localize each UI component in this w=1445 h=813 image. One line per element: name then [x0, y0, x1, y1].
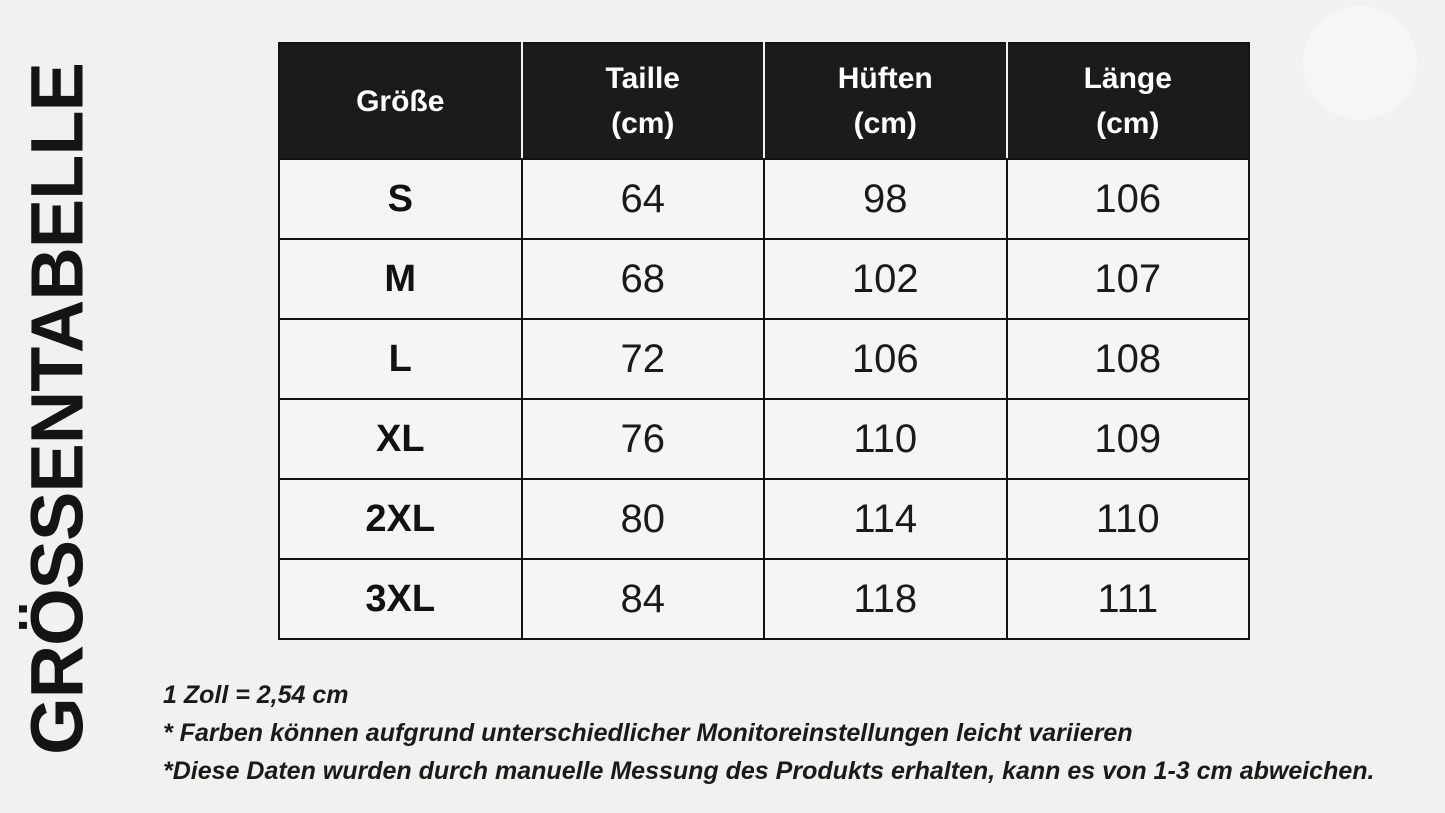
hueften-value: 118 — [763, 558, 1008, 640]
laenge-value: 110 — [1005, 478, 1250, 560]
column-header-hueften: Hüften (cm) — [763, 42, 1008, 160]
decorative-circle — [1303, 6, 1417, 120]
note-inch-conversion: 1 Zoll = 2,54 cm — [163, 681, 349, 709]
header-row: Größe Taille (cm) Hüften (cm) Länge (cm) — [278, 42, 1250, 160]
size-label: XL — [278, 398, 523, 480]
hueften-value: 98 — [763, 158, 1008, 240]
laenge-value: 108 — [1005, 318, 1250, 400]
size-label: 2XL — [278, 478, 523, 560]
taille-value: 68 — [520, 238, 765, 320]
taille-value: 72 — [520, 318, 765, 400]
column-header-laenge: Länge (cm) — [1005, 42, 1250, 160]
table-row-xl: XL 76 110 109 — [278, 398, 1250, 480]
column-header-groesse: Größe — [278, 42, 523, 160]
size-table: Größe Taille (cm) Hüften (cm) Länge (cm)… — [278, 42, 1250, 640]
taille-value: 84 — [520, 558, 765, 640]
hueften-value: 106 — [763, 318, 1008, 400]
size-label: L — [278, 318, 523, 400]
size-label: S — [278, 158, 523, 240]
table-row-s: S 64 98 106 — [278, 158, 1250, 240]
laenge-value: 106 — [1005, 158, 1250, 240]
note-color-disclaimer: * Farben können aufgrund unterschiedlich… — [163, 719, 1133, 747]
laenge-value: 107 — [1005, 238, 1250, 320]
hueften-value: 110 — [763, 398, 1008, 480]
taille-value: 80 — [520, 478, 765, 560]
table-row-2xl: 2XL 80 114 110 — [278, 478, 1250, 560]
taille-value: 64 — [520, 158, 765, 240]
laenge-value: 109 — [1005, 398, 1250, 480]
page-title: GRÖSSENTABELLE — [15, 63, 99, 755]
size-table-header: Größe Taille (cm) Hüften (cm) Länge (cm) — [278, 42, 1250, 160]
footnotes: 1 Zoll = 2,54 cm * Farben können aufgrun… — [163, 676, 1403, 790]
size-table-body: S 64 98 106 M 68 102 107 L 72 106 108 XL… — [278, 158, 1250, 640]
size-label: 3XL — [278, 558, 523, 640]
hueften-value: 102 — [763, 238, 1008, 320]
column-header-taille: Taille (cm) — [520, 42, 765, 160]
taille-value: 76 — [520, 398, 765, 480]
note-measurement-disclaimer: *Diese Daten wurden durch manuelle Messu… — [163, 757, 1375, 785]
table-row-m: M 68 102 107 — [278, 238, 1250, 320]
size-label: M — [278, 238, 523, 320]
laenge-value: 111 — [1005, 558, 1250, 640]
table-row-l: L 72 106 108 — [278, 318, 1250, 400]
table-row-3xl: 3XL 84 118 111 — [278, 558, 1250, 640]
hueften-value: 114 — [763, 478, 1008, 560]
